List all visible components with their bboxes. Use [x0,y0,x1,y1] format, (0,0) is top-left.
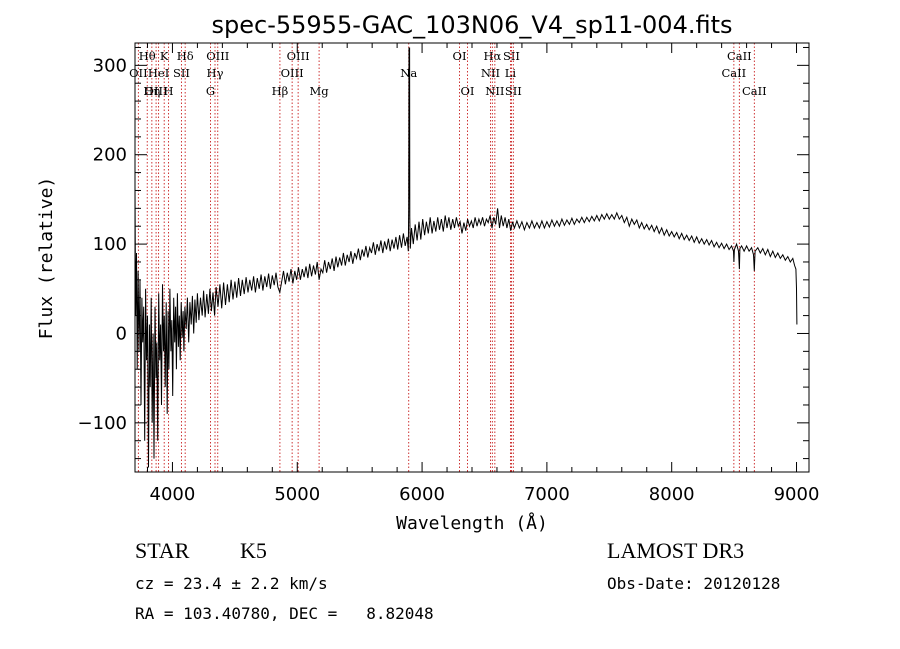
survey-name: LAMOST DR3 [607,538,745,563]
y-tick-label: 200 [93,145,127,166]
line-marker-label: OIII [281,66,304,80]
line-marker-label: OIII [206,49,229,63]
x-tick-label: 9000 [774,484,820,505]
object-subclass: K5 [240,538,267,563]
line-marker-label: H [164,84,174,98]
line-marker-label: Hα [483,49,501,63]
x-tick-label: 8000 [649,484,695,505]
line-marker-label: SII [505,84,522,98]
x-tick-label: 7000 [524,484,570,505]
line-marker-label: SII [503,49,520,63]
y-tick-label: −100 [78,413,127,434]
line-markers: Hθ OII OIII K HeI Hη H Hδ SII OIII Hγ G Hβ OIII OIII Mg… [129,43,767,472]
object-class: STAR [135,538,190,563]
y-axis-label: Flux (relative) [36,177,57,340]
line-marker-label: OIII [287,49,310,63]
axis-ticks: 4000 5000 6000 7000 8000 9000 −100 0 100 200 300 [78,43,820,505]
line-marker-label: Mg [310,84,330,98]
redshift-info: cz = 23.4 ± 2.2 km/s [135,574,328,593]
line-marker-label: Hθ [139,49,156,63]
y-tick-label: 0 [116,323,127,344]
line-marker-label: K [160,49,169,63]
x-tick-label: 5000 [274,484,320,505]
line-marker-label: Hδ [177,49,194,63]
line-marker-label: OIII [145,84,168,98]
line-marker-label: OII [129,66,148,80]
line-marker-label: G [206,84,215,98]
line-marker-label: CaII [727,49,752,63]
y-tick-label: 300 [93,55,127,76]
flux-series-line [134,47,798,468]
line-marker-label: SII [173,66,190,80]
observation-date: Obs-Date: 20120128 [607,574,781,593]
line-marker-label: Hβ [272,84,289,98]
line-marker-label: CaII [742,84,767,98]
line-marker-label: CaII [721,66,746,80]
line-marker-label: OI [461,84,475,98]
plot-frame [134,42,810,473]
line-marker-label: Hη [143,84,160,98]
x-axis-label: Wavelength (Å) [396,512,548,534]
line-marker-label: NII [481,66,500,80]
line-marker-label: NII [485,84,504,98]
line-marker-label: HeI [148,66,169,80]
x-tick-label: 4000 [150,484,196,505]
chart-title: spec-55955-GAC_103N06_V4_sp11-004.fits [212,11,733,39]
line-marker-label: Hγ [207,66,224,80]
y-tick-label: 100 [93,234,127,255]
line-marker-label: OI [453,49,467,63]
coordinates: RA = 103.40780, DEC = 8.82048 [135,604,434,623]
line-marker-label: Li [505,66,517,80]
x-tick-label: 6000 [399,484,445,505]
